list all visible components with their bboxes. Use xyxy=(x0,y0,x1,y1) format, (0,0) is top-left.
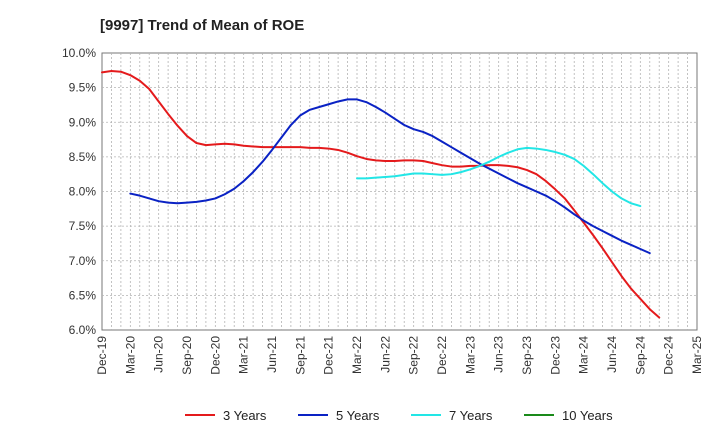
x-tick-label: Sep-24 xyxy=(633,336,647,375)
series-line-7-years xyxy=(356,146,642,208)
x-tick-label: Dec-21 xyxy=(322,336,336,375)
series-line-3-years xyxy=(101,70,661,319)
y-tick-label: 6.5% xyxy=(69,288,97,302)
y-tick-label: 9.0% xyxy=(69,115,97,129)
legend: 3 Years 5 Years 7 Years 10 Years xyxy=(185,408,613,423)
y-tick-label: 7.0% xyxy=(69,254,97,268)
y-tick-label: 6.0% xyxy=(69,323,97,337)
series-lines xyxy=(101,70,661,319)
x-tick-label: Mar-24 xyxy=(577,336,591,374)
x-tick-label: Dec-19 xyxy=(95,336,109,375)
x-tick-label: Mar-25 xyxy=(690,336,704,374)
x-tick-label: Dec-23 xyxy=(548,336,562,375)
x-tick-label: Jun-23 xyxy=(492,336,506,373)
x-tick-label: Sep-22 xyxy=(407,336,421,375)
y-tick-labels: 10.0% 9.5% 9.0% 8.5% 8.0% 7.5% 7.0% 6.5% 6.0% xyxy=(62,46,96,337)
legend-label: 5 Years xyxy=(336,408,380,423)
x-tick-label: Dec-22 xyxy=(435,336,449,375)
x-tick-label: Jun-20 xyxy=(152,336,166,373)
y-tick-label: 10.0% xyxy=(62,46,96,60)
y-tick-label: 8.5% xyxy=(69,150,97,164)
x-tick-label: Sep-23 xyxy=(520,336,534,375)
x-tick-label: Mar-21 xyxy=(237,336,251,374)
legend-label: 3 Years xyxy=(223,408,267,423)
series-line-5-years xyxy=(129,98,651,255)
y-tick-label: 9.5% xyxy=(69,81,97,95)
x-tick-label: Jun-21 xyxy=(265,336,279,373)
x-tick-labels: Dec-19 Mar-20 Jun-20 Sep-20 Dec-20 Mar-21 Jun-… xyxy=(95,336,704,375)
x-tick-label: Dec-20 xyxy=(208,336,222,375)
x-tick-label: Sep-21 xyxy=(293,336,307,375)
x-tick-label: Sep-20 xyxy=(180,336,194,375)
y-tick-label: 8.0% xyxy=(69,185,97,199)
chart-title: [9997] Trend of Mean of ROE xyxy=(100,17,304,34)
x-tick-label: Mar-20 xyxy=(123,336,137,374)
y-tick-label: 7.5% xyxy=(69,219,97,233)
legend-label: 10 Years xyxy=(562,408,613,423)
x-tick-label: Jun-24 xyxy=(605,336,619,373)
x-tick-label: Mar-23 xyxy=(463,336,477,374)
x-tick-label: Mar-22 xyxy=(350,336,364,374)
legend-label: 7 Years xyxy=(449,408,493,423)
x-tick-label: Jun-22 xyxy=(378,336,392,373)
x-tick-label: Dec-24 xyxy=(662,336,676,375)
